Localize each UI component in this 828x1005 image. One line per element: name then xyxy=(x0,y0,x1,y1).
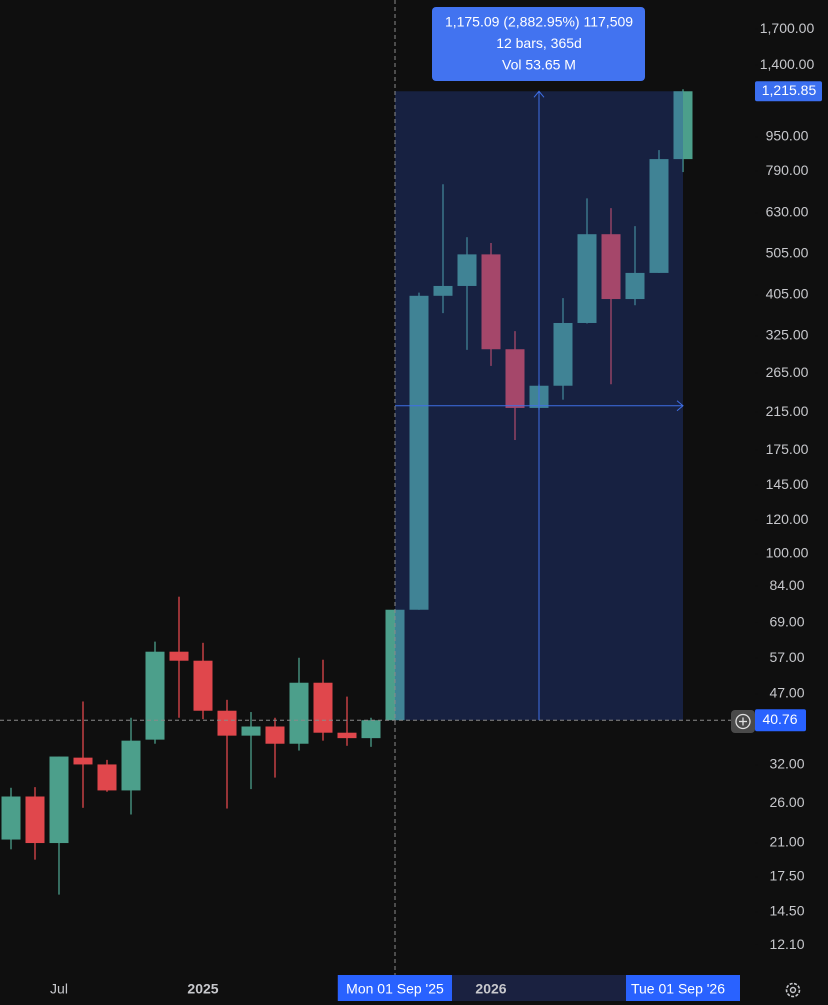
crosshair-price-label: 40.76 xyxy=(762,711,797,727)
y-tick-label: 145.00 xyxy=(766,476,809,492)
y-tick-label: 1,700.00 xyxy=(760,20,815,36)
y-tick-label: 175.00 xyxy=(766,441,809,457)
candle-body xyxy=(49,756,69,844)
x-tick-label: Jul xyxy=(50,981,68,997)
measure-arrow xyxy=(676,400,684,412)
candle-body xyxy=(337,732,357,739)
candle-body xyxy=(217,710,237,736)
x-tick-label: 2026 xyxy=(475,981,506,997)
y-tick-label: 325.00 xyxy=(766,326,809,342)
last-price-box xyxy=(755,81,822,102)
settings-icon[interactable] xyxy=(785,982,801,998)
measure-arrow xyxy=(533,90,545,98)
candle-body xyxy=(25,796,45,844)
axis-background xyxy=(755,0,828,975)
time-highlight-box xyxy=(626,975,740,1001)
candle-body xyxy=(169,651,189,661)
y-tick-label: 12.10 xyxy=(769,936,804,952)
y-tick-label: 1,400.00 xyxy=(760,56,815,72)
y-tick-label: 950.00 xyxy=(766,128,809,144)
x-tick-label: 2025 xyxy=(187,981,218,997)
y-tick-label: 265.00 xyxy=(766,364,809,380)
y-tick-label: 32.00 xyxy=(769,756,804,772)
candle-body xyxy=(505,349,525,408)
y-tick-label: 100.00 xyxy=(766,545,809,561)
y-tick-label: 14.50 xyxy=(769,902,804,918)
measure-label: Vol 53.65 M xyxy=(502,57,576,73)
candle-body xyxy=(577,234,597,323)
candle-body xyxy=(673,91,693,160)
candle-body xyxy=(97,764,117,791)
y-tick-label: 57.00 xyxy=(769,649,804,665)
candle-body xyxy=(1,796,21,840)
y-tick-label: 69.00 xyxy=(769,613,804,629)
y-tick-label: 405.00 xyxy=(766,286,809,302)
time-highlight-box xyxy=(338,975,452,1001)
x-tick-label: Mon 01 Sep '25 xyxy=(346,981,444,997)
candle-body xyxy=(409,295,429,610)
candle-body xyxy=(457,254,477,286)
y-tick-label: 47.00 xyxy=(769,685,804,701)
measure-label: 12 bars, 365d xyxy=(496,35,582,51)
candle-body xyxy=(601,234,621,300)
candle-body xyxy=(289,682,309,744)
x-tick-label: Tue 01 Sep '26 xyxy=(631,981,725,997)
candle-body xyxy=(265,726,285,744)
candle-body xyxy=(481,254,501,350)
last-price-label: 1,215.85 xyxy=(762,82,817,98)
add-button[interactable] xyxy=(731,710,755,733)
y-tick-label: 120.00 xyxy=(766,511,809,527)
y-tick-label: 17.50 xyxy=(769,868,804,884)
y-tick-label: 790.00 xyxy=(766,162,809,178)
crosshair-price-box xyxy=(755,709,806,732)
candle-body xyxy=(625,272,645,300)
candle-body xyxy=(649,159,669,273)
candle-body xyxy=(433,285,453,296)
plot-area xyxy=(1,89,693,895)
candle-body xyxy=(313,682,333,733)
candle-body xyxy=(241,726,261,736)
y-tick-label: 21.00 xyxy=(769,834,804,850)
y-tick-label: 26.00 xyxy=(769,794,804,810)
candle-body xyxy=(193,660,213,711)
candle-body xyxy=(145,651,165,740)
price-axis: 1,700.00 1,400.00 950.00 790.00 630.00 505.00… xyxy=(755,0,828,975)
y-tick-label: 84.00 xyxy=(769,577,804,593)
labels: 40.76 1,215.85 1,175.09 (2,882.95%) 117,50… xyxy=(50,7,822,1001)
candle-body xyxy=(121,740,141,791)
candle-body xyxy=(385,609,405,721)
y-tick-label: 630.00 xyxy=(766,204,809,220)
candle-body xyxy=(361,720,381,739)
candle-body xyxy=(73,757,93,765)
measure-label: 1,175.09 (2,882.95%) 117,509 xyxy=(445,14,633,30)
y-tick-label: 215.00 xyxy=(766,403,809,419)
candle-body xyxy=(553,322,573,386)
y-tick-label: 505.00 xyxy=(766,245,809,261)
measure-label-box xyxy=(432,7,645,81)
